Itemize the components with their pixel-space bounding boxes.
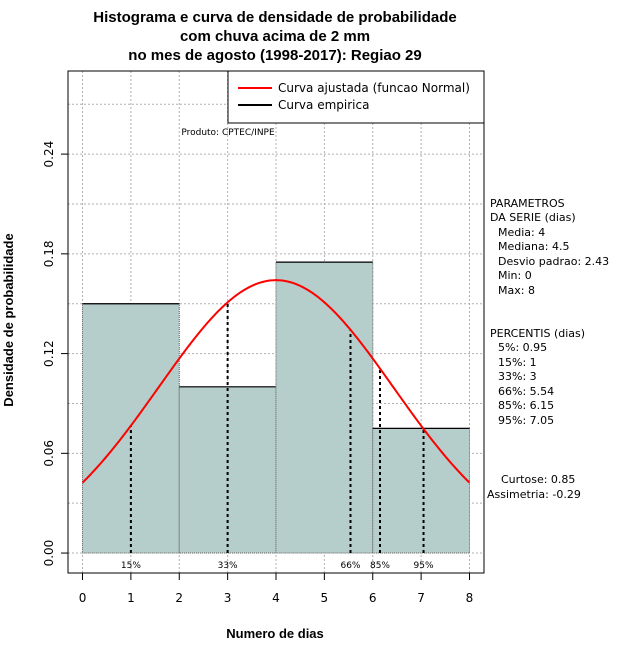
legend-box (227, 70, 485, 124)
percentil-85: 85%: 6.15 (498, 399, 554, 412)
x-axis-title: Numero de dias (226, 626, 324, 641)
x-tick-label: 0 (79, 591, 87, 605)
histogram-bar (275, 261, 374, 554)
product-annotation: Produto: CPTEC/INPE (181, 128, 275, 138)
chart-title-line-3: no mes de agosto (1998-2017): Regiao 29 (128, 47, 421, 64)
param-media: Media: 4 (498, 226, 545, 239)
histogram-bars (82, 261, 470, 554)
percentile-label: 15% (121, 561, 141, 571)
curtose: Curtose: 0.85 (501, 473, 575, 486)
percentile-lines: 15% 33% 66% 85% 95% (121, 302, 434, 571)
x-tick-label: 4 (272, 591, 280, 605)
assimetria: Assimetria: -0.29 (487, 488, 581, 501)
histogram-bar (372, 427, 470, 554)
percentis-title: PERCENTIS (dias) (490, 327, 585, 340)
y-tick-label: 0.12 (42, 340, 56, 367)
legend: Curva ajustada (funcao Normal) Curva emp… (227, 70, 485, 124)
y-tick-label: 0.24 (42, 141, 56, 168)
axes: 0 1 2 3 4 5 6 7 8 0.00 0.06 0.12 0.18 0.24 (42, 141, 473, 605)
percentil-33: 33%: 3 (498, 370, 537, 383)
param-desvio: Desvio padrao: 2.43 (498, 255, 609, 268)
percentil-5: 5%: 0.95 (498, 341, 547, 354)
x-tick-label: 3 (224, 591, 232, 605)
param-max: Max: 8 (498, 284, 535, 297)
percentile-label: 33% (218, 561, 238, 571)
normal-curve (81, 279, 471, 484)
y-tick-label: 0.06 (42, 440, 56, 467)
side-panel: PARAMETROS DA SERIE (dias) Media: 4 Medi… (487, 197, 609, 501)
y-tick-label: 0.00 (42, 540, 56, 567)
percentil-95: 95%: 7.05 (498, 414, 554, 427)
y-axis-title: Densidade de probabilidade (1, 233, 16, 406)
percentil-66: 66%: 5.54 (498, 385, 554, 398)
params-title-1: PARAMETROS (490, 197, 565, 210)
param-mediana: Mediana: 4.5 (498, 240, 569, 253)
percentile-label: 66% (340, 561, 360, 571)
chart-title-line-2: com chuva acima de 2 mm (180, 28, 370, 45)
percentile-label: 85% (370, 561, 390, 571)
x-tick-label: 6 (369, 591, 377, 605)
chart-title-line-1: Histograma e curva de densidade de proba… (93, 9, 456, 26)
percentil-15: 15%: 1 (498, 356, 537, 369)
param-min: Min: 0 (498, 269, 532, 282)
legend-label-empirical: Curva empirica (278, 98, 369, 112)
x-tick-label: 8 (466, 591, 474, 605)
y-tick-label: 0.18 (42, 240, 56, 267)
legend-label-normal: Curva ajustada (funcao Normal) (278, 81, 470, 95)
params-title-2: DA SERIE (dias) (490, 211, 576, 224)
x-tick-label: 2 (175, 591, 183, 605)
x-tick-label: 5 (321, 591, 329, 605)
x-tick-label: 1 (127, 591, 135, 605)
x-tick-label: 7 (417, 591, 425, 605)
percentile-label: 95% (414, 561, 434, 571)
